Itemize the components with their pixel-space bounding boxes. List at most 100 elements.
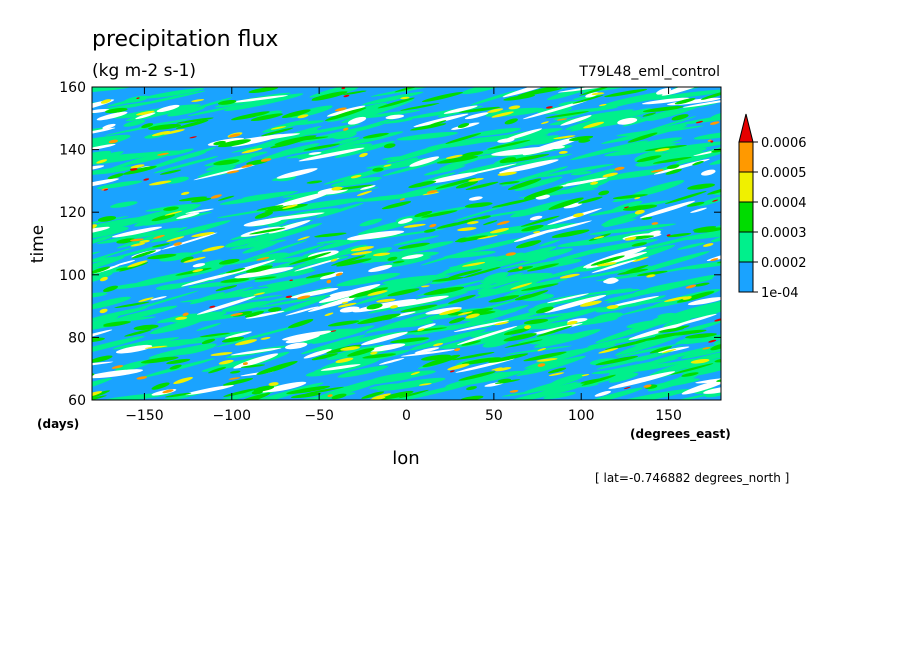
contour-patch: [127, 260, 148, 268]
contour-patch: [429, 223, 437, 228]
contour-patch: [104, 107, 128, 114]
contour-patch: [330, 258, 338, 262]
contour-patch: [625, 264, 649, 273]
contour-patch: [501, 391, 536, 397]
contour-patch: [445, 370, 523, 388]
x-tick-label: −100: [213, 408, 251, 424]
contour-patch: [668, 298, 721, 318]
contour-patch: [642, 274, 716, 295]
contour-patch: [559, 273, 580, 279]
contour-patch: [92, 224, 98, 229]
contour-patch: [126, 153, 171, 165]
contour-patch: [372, 167, 384, 172]
contour-patch: [209, 259, 276, 280]
contour-patch: [524, 325, 531, 330]
contour-patch: [240, 240, 308, 262]
contour-patch: [624, 236, 637, 241]
contour-patch: [558, 306, 612, 316]
contour-patch: [361, 251, 400, 264]
contour-patch: [515, 240, 542, 249]
contour-patch: [359, 218, 383, 227]
contour-patch: [305, 386, 344, 395]
contour-patch: [376, 298, 396, 303]
contour-patch: [631, 242, 647, 247]
contour-patch: [615, 137, 683, 151]
contour-patch: [510, 199, 572, 218]
contour-patch: [482, 339, 509, 348]
x-axis-label: lon: [392, 448, 419, 469]
contour-patch: [593, 236, 605, 239]
contour-patch: [677, 226, 721, 241]
contour-patch: [337, 365, 389, 378]
contour-patch: [422, 191, 440, 196]
contour-patch: [539, 163, 614, 178]
contour-patch: [462, 259, 518, 271]
contour-patch: [473, 135, 560, 156]
contour-patch: [650, 378, 700, 388]
contour-patch: [140, 356, 179, 364]
contour-patch: [682, 296, 692, 300]
contour-patch: [642, 112, 657, 117]
colorbar-label: 0.0004: [761, 196, 807, 211]
contour-patch: [464, 202, 493, 208]
contour-patch: [150, 220, 231, 243]
contour-patch: [647, 105, 700, 121]
contour-patch: [582, 387, 643, 400]
contour-patch: [94, 165, 140, 175]
contour-patch: [92, 373, 95, 379]
contour-patch: [537, 363, 546, 367]
contour-patch: [710, 343, 721, 351]
contour-patch: [558, 101, 580, 106]
contour-patch: [703, 386, 721, 394]
contour-patch: [241, 148, 263, 154]
contour-patch: [396, 131, 458, 141]
contour-patch: [494, 379, 521, 384]
contour-patch: [357, 215, 430, 235]
contour-patch: [518, 266, 523, 270]
contour-patch: [92, 172, 99, 183]
contour-patch: [361, 331, 409, 346]
contour-patch: [278, 297, 326, 313]
contour-patch: [228, 133, 241, 138]
contour-patch: [324, 107, 367, 121]
contour-patch: [359, 247, 392, 259]
contour-patch: [466, 386, 477, 391]
contour-patch: [260, 158, 272, 162]
contour-patch: [670, 363, 714, 375]
contour-patch: [534, 329, 601, 348]
experiment-label: T79L48_eml_control: [578, 64, 720, 80]
contour-patch: [720, 363, 721, 368]
contour-patch: [153, 156, 219, 174]
contour-patch: [151, 243, 170, 248]
contour-patch: [270, 139, 304, 149]
colorbar-swatch: [738, 261, 754, 293]
contour-patch: [417, 328, 425, 332]
contour-patch: [459, 106, 501, 113]
contour-patch: [159, 252, 193, 262]
contour-patch: [428, 172, 479, 184]
contour-patch: [669, 147, 707, 158]
contour-patch: [508, 105, 521, 110]
contour-patch: [469, 127, 521, 137]
contour-patch: [190, 197, 212, 203]
contour-patch: [447, 363, 470, 371]
contour-patch: [583, 121, 605, 129]
contour-patch: [176, 212, 200, 219]
contour-patch: [59, 314, 92, 322]
contour-patch: [548, 197, 584, 210]
contour-patch: [382, 156, 455, 177]
y-axis-label: time: [28, 225, 48, 263]
contour-patch: [326, 279, 332, 284]
contour-patch: [260, 336, 271, 340]
contour-patch: [338, 131, 404, 147]
contour-patch: [421, 92, 463, 102]
contour-patch: [281, 109, 311, 119]
contour-patch: [546, 293, 589, 304]
contour-patch: [285, 342, 308, 350]
contour-patch: [373, 252, 390, 257]
contour-patch: [685, 284, 697, 289]
contour-patch: [361, 391, 385, 399]
contour-patch: [603, 278, 619, 284]
contour-patch: [685, 333, 717, 339]
